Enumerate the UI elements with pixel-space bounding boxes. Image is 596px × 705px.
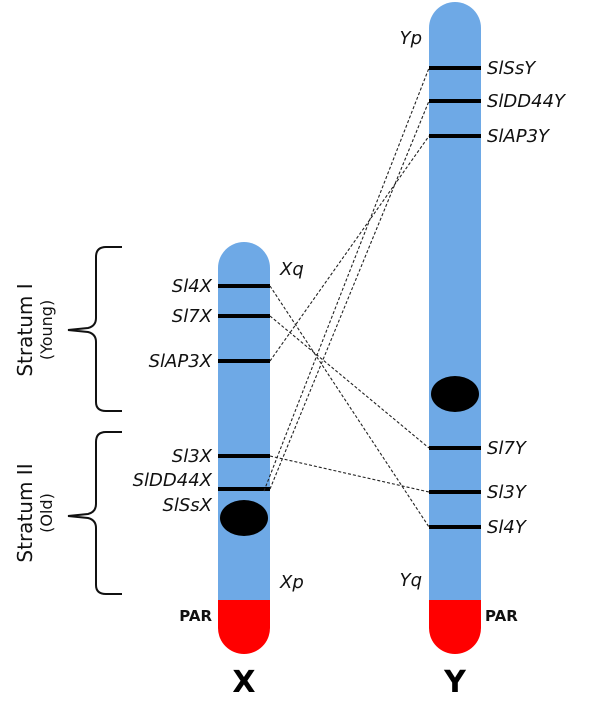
x-q-arm-label: Xq [279,259,304,280]
x-centromere [220,500,268,536]
gene-label-slap3x: SlAP3X [149,351,213,372]
stratum-1-title: Stratum I [13,283,37,376]
x-gene-labels: Sl4X Sl7X SlAP3X Sl3X SlDD44X SlSsX [133,276,213,516]
x-chromosome [218,242,270,654]
y-gene-labels: SlSsY SlDD44Y SlAP3Y Sl7Y Sl3Y Sl4Y [487,58,567,538]
gene-label-slap3y: SlAP3Y [487,126,551,147]
y-p-arm-label: Yp [400,28,422,49]
x-chromosome-body [218,242,270,600]
y-q-arm-label: Yq [400,570,422,591]
stratum-1-label: Stratum I (Young) [13,283,56,376]
gene-label-slssx: SlSsX [162,495,212,516]
stratum-1-subtitle: (Young) [37,300,56,360]
x-chromosome-name: X [232,665,255,700]
stratum-1-brace [67,246,122,412]
homology-links [263,67,430,528]
gene-label-sl4x: Sl4X [172,276,213,297]
x-par-label: PAR [179,607,212,625]
gene-label-sldd44y: SlDD44Y [487,91,567,112]
stratum-2-subtitle: (Old) [37,493,56,533]
stratum-2-brace [67,431,122,595]
stratum-2-label: Stratum II (Old) [13,463,56,562]
x-par-region [218,600,270,654]
link-sl4 [269,285,430,528]
x-p-arm-label: Xp [279,572,304,593]
y-par-label: PAR [485,607,518,625]
y-chromosome-body [429,2,481,600]
y-centromere [431,376,479,412]
gene-label-sl7y: Sl7Y [487,438,528,459]
y-par-region [429,600,481,654]
gene-label-sl4y: Sl4Y [487,517,528,538]
link-sldd44 [269,100,430,490]
y-chromosome [429,2,481,654]
gene-label-sl3y: Sl3Y [487,482,528,503]
gene-label-sl3x: Sl3X [172,446,213,467]
y-chromosome-name: Y [443,665,467,700]
gene-label-sl7x: Sl7X [172,306,213,327]
link-slap3 [269,135,430,362]
link-slss [263,67,430,492]
stratum-2-title: Stratum II [13,463,37,562]
link-sl3 [269,455,430,493]
gene-label-sldd44x: SlDD44X [133,470,213,491]
gene-label-slssy: SlSsY [487,58,537,79]
link-sl7 [269,315,430,449]
